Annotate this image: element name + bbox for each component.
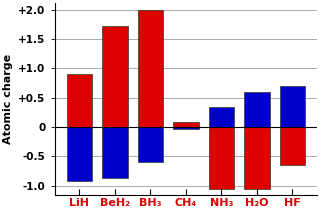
Text: BeH₂: BeH₂ — [100, 198, 130, 208]
Bar — [173, 127, 199, 130]
Bar — [280, 86, 305, 127]
Bar — [244, 92, 270, 127]
Bar — [209, 127, 234, 189]
Text: CH₄: CH₄ — [175, 198, 197, 208]
Bar — [102, 26, 128, 127]
Bar — [67, 74, 92, 127]
Bar — [209, 107, 234, 127]
Text: BH₃: BH₃ — [139, 198, 162, 208]
Bar — [102, 127, 128, 177]
Bar — [138, 10, 163, 127]
Bar — [67, 127, 92, 181]
Text: HF: HF — [284, 198, 301, 208]
Bar — [244, 127, 270, 189]
Bar — [138, 127, 163, 162]
Bar — [280, 127, 305, 165]
Text: LiH: LiH — [69, 198, 89, 208]
Bar — [173, 122, 199, 127]
Text: H₂O: H₂O — [245, 198, 269, 208]
Text: NH₃: NH₃ — [210, 198, 233, 208]
Y-axis label: Atomic charge: Atomic charge — [3, 54, 13, 144]
